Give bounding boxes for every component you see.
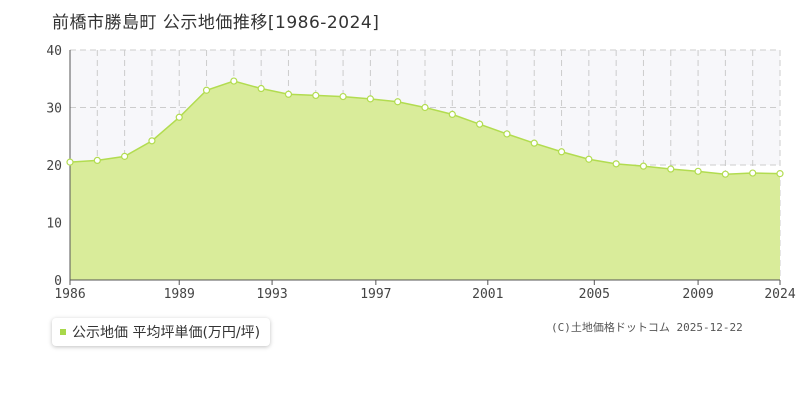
chart-title: 前橋市勝島町 公示地価推移[1986-2024] <box>52 13 380 33</box>
series-area <box>70 81 780 280</box>
data-point <box>530 139 538 147</box>
data-point <box>667 165 675 173</box>
data-point <box>503 130 511 138</box>
legend: 公示地価 平均坪単価(万円/坪) <box>52 318 271 346</box>
data-point <box>93 156 101 164</box>
data-point <box>66 158 74 166</box>
x-tick-label: 1997 <box>360 287 391 302</box>
data-point <box>394 98 402 106</box>
data-point <box>721 170 729 178</box>
data-point <box>612 160 620 168</box>
x-tick-label: 2009 <box>682 287 713 302</box>
data-point <box>694 167 702 175</box>
x-tick-label: 1993 <box>256 287 287 302</box>
data-point <box>339 92 347 101</box>
data-point <box>284 90 293 98</box>
x-tick-label: 1986 <box>54 287 85 302</box>
legend-label: 公示地価 平均坪単価(万円/坪) <box>72 325 261 341</box>
data-point <box>421 103 429 112</box>
y-tick-label: 10 <box>46 217 62 232</box>
data-point <box>175 113 183 121</box>
data-point <box>230 77 238 85</box>
data-point <box>448 110 456 119</box>
data-point <box>639 162 648 170</box>
y-tick-label: 40 <box>46 44 62 59</box>
data-point <box>366 95 374 103</box>
copyright-text: (C)土地価格ドットコム 2025-12-22 <box>551 321 743 334</box>
y-tick-label: 30 <box>46 102 62 117</box>
x-tick-label: 2024 <box>764 287 795 302</box>
y-tick-label: 20 <box>46 159 62 174</box>
x-tick-label: 1989 <box>164 287 195 302</box>
legend-swatch <box>60 329 66 335</box>
data-point <box>121 152 129 160</box>
data-point <box>557 148 566 156</box>
data-point <box>312 91 320 100</box>
x-tick-label: 2001 <box>472 287 503 302</box>
x-tick-label: 2005 <box>579 287 610 302</box>
data-point <box>749 169 757 177</box>
data-point <box>202 86 211 94</box>
y-tick-label: 0 <box>54 274 62 289</box>
data-point <box>257 84 265 93</box>
data-point <box>148 137 156 145</box>
data-point <box>585 155 593 163</box>
data-point <box>776 170 784 178</box>
data-point <box>476 120 484 128</box>
